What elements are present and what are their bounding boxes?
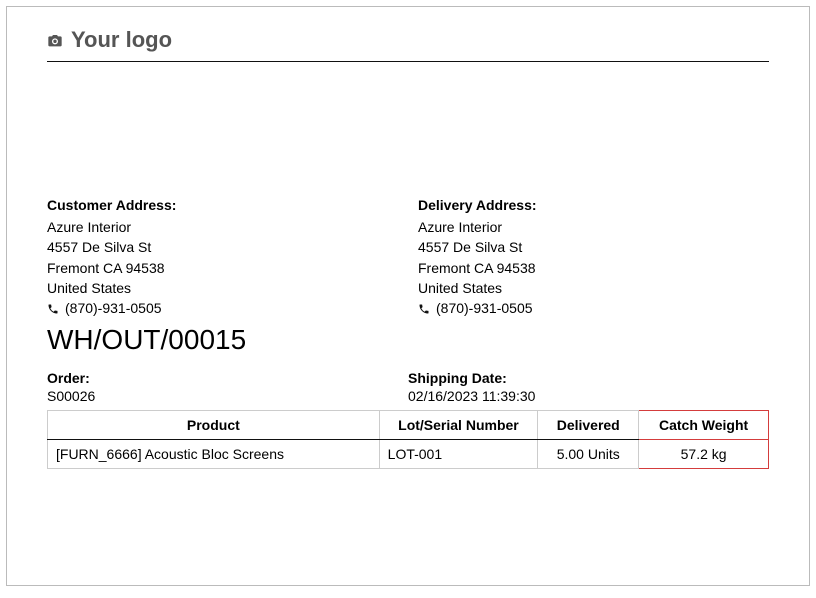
document-number: WH/OUT/00015: [47, 324, 769, 356]
meta-row: Order: S00026 Shipping Date: 02/16/2023 …: [47, 370, 769, 404]
cell-delivered: 5.00 Units: [538, 440, 639, 469]
cell-catch-weight: 57.2 kg: [639, 440, 769, 469]
customer-phone-row: (870)-931-0505: [47, 300, 398, 316]
customer-phone: (870)-931-0505: [65, 300, 162, 316]
customer-street: 4557 De Silva St: [47, 237, 398, 257]
cell-product: [FURN_6666] Acoustic Bloc Screens: [48, 440, 380, 469]
delivery-country: United States: [418, 278, 769, 298]
order-meta: Order: S00026: [47, 370, 408, 404]
delivery-name: Azure Interior: [418, 217, 769, 237]
delivery-city: Fremont CA 94538: [418, 258, 769, 278]
table-row: [FURN_6666] Acoustic Bloc Screens LOT-00…: [48, 440, 769, 469]
logo-text: Your logo: [71, 27, 172, 53]
customer-city: Fremont CA 94538: [47, 258, 398, 278]
delivery-address-heading: Delivery Address:: [418, 197, 769, 213]
shipping-date-label: Shipping Date:: [408, 370, 769, 386]
customer-address-heading: Customer Address:: [47, 197, 398, 213]
order-value: S00026: [47, 388, 408, 404]
shipping-date-value: 02/16/2023 11:39:30: [408, 388, 769, 404]
addresses: Customer Address: Azure Interior 4557 De…: [47, 197, 769, 316]
camera-icon: [47, 33, 63, 47]
col-product: Product: [48, 411, 380, 440]
logo-header: Your logo: [47, 27, 769, 62]
col-lot: Lot/Serial Number: [379, 411, 538, 440]
delivery-street: 4557 De Silva St: [418, 237, 769, 257]
customer-address-block: Customer Address: Azure Interior 4557 De…: [47, 197, 398, 316]
phone-icon: [418, 302, 430, 314]
col-delivered: Delivered: [538, 411, 639, 440]
delivery-address-block: Delivery Address: Azure Interior 4557 De…: [398, 197, 769, 316]
delivery-phone-row: (870)-931-0505: [418, 300, 769, 316]
col-catch-weight: Catch Weight: [639, 411, 769, 440]
shipping-date-meta: Shipping Date: 02/16/2023 11:39:30: [408, 370, 769, 404]
delivery-phone: (870)-931-0505: [436, 300, 533, 316]
lines-table: Product Lot/Serial Number Delivered Catc…: [47, 410, 769, 469]
cell-lot: LOT-001: [379, 440, 538, 469]
document-page: Your logo Customer Address: Azure Interi…: [6, 6, 810, 586]
table-header-row: Product Lot/Serial Number Delivered Catc…: [48, 411, 769, 440]
order-label: Order:: [47, 370, 408, 386]
phone-icon: [47, 302, 59, 314]
customer-country: United States: [47, 278, 398, 298]
customer-name: Azure Interior: [47, 217, 398, 237]
